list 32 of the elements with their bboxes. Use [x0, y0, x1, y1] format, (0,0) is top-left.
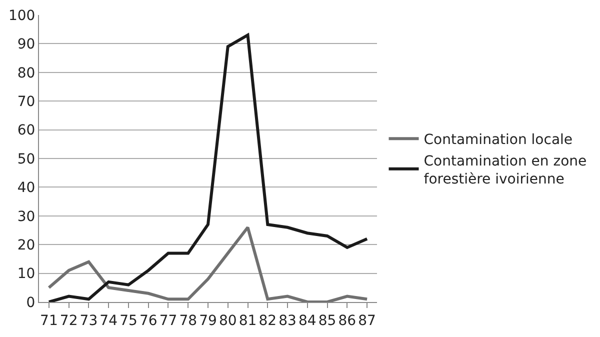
y-tick-label: 80 [17, 65, 36, 82]
y-tick-label: 20 [17, 238, 36, 254]
y-tick-label: 100 [8, 8, 36, 24]
x-tick-label: 86 [338, 312, 356, 329]
y-tick-label: 0 [26, 294, 36, 311]
x-tick-label: 82 [258, 312, 277, 329]
y-tick-label: 40 [17, 180, 36, 196]
x-tick-label: 78 [179, 312, 198, 329]
y-tick-label: 70 [17, 94, 36, 110]
x-tick-label: 75 [120, 312, 138, 329]
x-tick-label: 77 [159, 312, 178, 329]
x-tick-label: 71 [40, 312, 58, 329]
x-tick-label: 87 [358, 312, 376, 329]
legend-label: Contamination locale [424, 132, 573, 148]
y-tick-label: 30 [17, 208, 36, 225]
y-tick-label: 50 [17, 151, 36, 168]
x-tick-label: 79 [199, 312, 217, 329]
legend-label: Contamination en zone forestière ivoirienne [424, 153, 587, 188]
x-tick-label: 83 [278, 312, 296, 329]
y-tick-label: 10 [17, 266, 36, 282]
y-tick-label: 90 [17, 36, 36, 53]
x-tick-label: 84 [298, 312, 316, 329]
x-tick-label: 74 [100, 312, 118, 329]
x-tick-label: 81 [238, 312, 257, 329]
x-tick-label: 80 [218, 312, 237, 329]
x-tick-label: 72 [60, 312, 78, 329]
x-tick-label: 85 [318, 312, 336, 329]
x-tick-label: 73 [80, 312, 98, 329]
line-series [47, 34, 369, 302]
line-series [47, 226, 369, 302]
y-tick-label: 60 [17, 122, 36, 139]
x-tick-label: 76 [139, 312, 158, 329]
